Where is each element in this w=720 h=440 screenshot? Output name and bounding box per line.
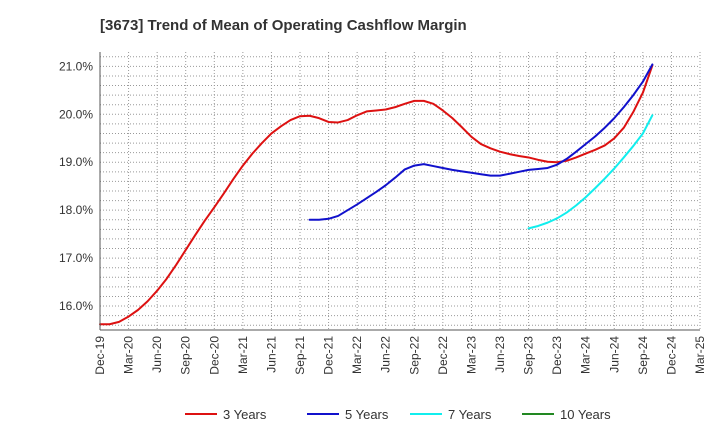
x-tick-label: Mar-21 (236, 336, 250, 374)
series-line-2 (308, 63, 654, 221)
x-tick-label: Dec-22 (436, 336, 450, 375)
x-tick-label: Jun-21 (264, 336, 278, 373)
legend-label-1: 3 Years (223, 407, 267, 422)
x-axis-ticks: Dec-19 Mar-20 Jun-20 Sep-20 Dec-20 Mar-21 Jun-… (93, 336, 707, 375)
x-tick-label: Sep-22 (407, 336, 421, 375)
axes (99, 52, 700, 331)
legend: 3 Years 5 Years 7 Years 10 Years (185, 407, 611, 422)
y-tick-label: 20.0% (59, 107, 93, 121)
series-lines (99, 63, 654, 326)
x-tick-label: Jun-20 (150, 336, 164, 373)
x-tick-label: Sep-23 (522, 336, 536, 375)
x-tick-label: Mar-20 (122, 336, 136, 374)
x-tick-label: Mar-24 (579, 336, 593, 374)
legend-label-2: 5 Years (345, 407, 389, 422)
y-tick-label: 21.0% (59, 59, 93, 73)
chart-title: [3673] Trend of Mean of Operating Cashfl… (100, 17, 467, 34)
x-tick-label: Dec-21 (322, 336, 336, 375)
x-tick-label: Mar-22 (350, 336, 364, 374)
legend-label-4: 10 Years (560, 407, 611, 422)
x-tick-label: Mar-23 (464, 336, 478, 374)
x-tick-label: Jun-23 (493, 336, 507, 373)
y-axis-ticks: 16.0% 17.0% 18.0% 19.0% 20.0% 21.0% (59, 59, 93, 313)
grid (99, 52, 701, 330)
y-tick-label: 19.0% (59, 155, 93, 169)
y-tick-label: 18.0% (59, 203, 93, 217)
x-tick-label: Sep-20 (179, 336, 193, 375)
legend-label-3: 7 Years (448, 407, 492, 422)
x-tick-label: Sep-24 (636, 336, 650, 375)
x-tick-label: Jun-22 (379, 336, 393, 373)
series-line-3 (527, 114, 654, 230)
x-tick-label: Dec-19 (93, 336, 107, 375)
x-tick-label: Dec-23 (550, 336, 564, 375)
y-tick-label: 16.0% (59, 299, 93, 313)
x-tick-label: Mar-25 (693, 336, 707, 374)
y-tick-label: 17.0% (59, 251, 93, 265)
x-tick-label: Dec-20 (207, 336, 221, 375)
x-tick-label: Jun-24 (607, 336, 621, 373)
x-tick-label: Sep-21 (293, 336, 307, 375)
x-tick-label: Dec-24 (664, 336, 678, 375)
